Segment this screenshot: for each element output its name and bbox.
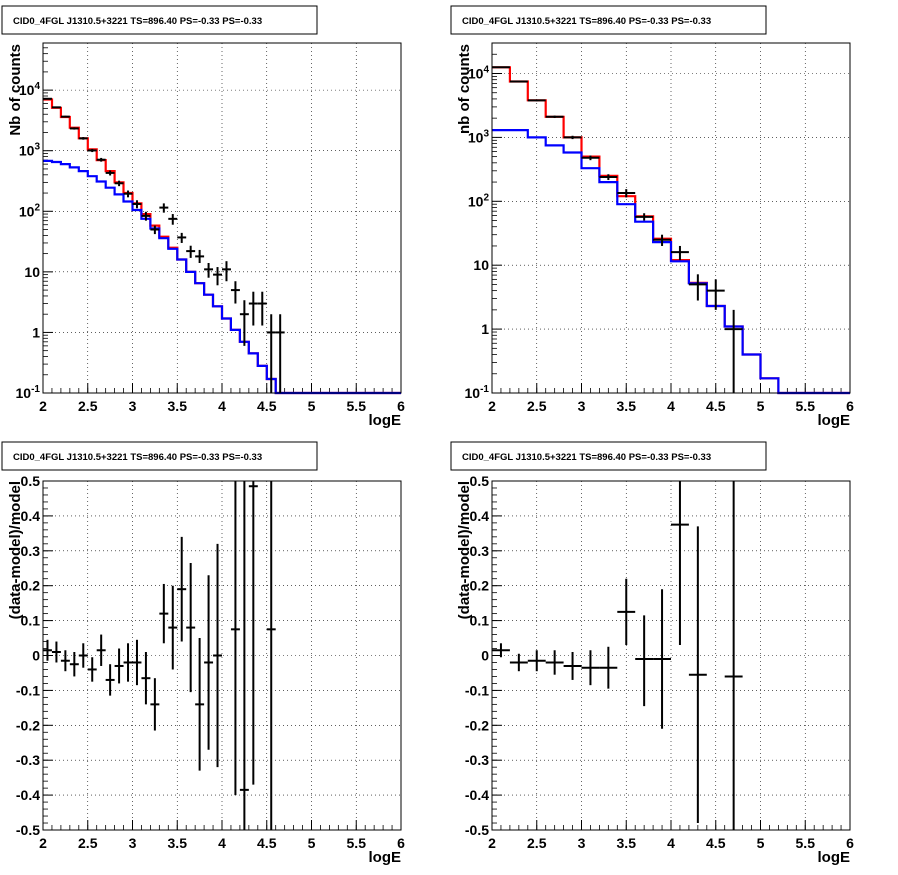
- x-tick-label: 5: [757, 398, 765, 414]
- x-tick-label: 6: [846, 835, 854, 851]
- y-tick-label: 1: [481, 321, 489, 337]
- x-tick-label: 2.5: [527, 835, 547, 851]
- y-tick-label: 0.5: [21, 473, 41, 489]
- y-tick-label: 0.3: [470, 543, 490, 559]
- y-tick-label: -0.4: [16, 787, 40, 803]
- y-tick-label: -0.2: [465, 717, 489, 733]
- panel-title-box: [450, 441, 767, 471]
- y-tick-label: 0: [32, 648, 40, 664]
- y-axis-label: nb of counts: [456, 44, 473, 134]
- x-tick-label: 6: [397, 398, 405, 414]
- x-tick-label: 3: [129, 398, 137, 414]
- panel-title-box: [1, 5, 318, 35]
- panel-title: CID0_4FGL J1310.5+3221 TS=896.40 PS=-0.3…: [13, 16, 262, 27]
- y-tick-label: 102: [468, 192, 490, 209]
- panel-title: CID0_4FGL J1310.5+3221 TS=896.40 PS=-0.3…: [462, 452, 711, 463]
- y-tick-label: 0.3: [21, 543, 41, 559]
- plot-frame-background: [492, 481, 850, 830]
- x-tick-label: 5: [308, 835, 316, 851]
- x-tick-label: 6: [846, 398, 854, 414]
- y-tick-label: 10-1: [16, 384, 41, 401]
- y-tick-label: 0.4: [21, 508, 41, 524]
- y-tick-label: 0.2: [470, 578, 490, 594]
- x-tick-label: 2.5: [78, 835, 98, 851]
- plot-frame-background: [43, 43, 401, 393]
- x-tick-label: 5.5: [796, 398, 816, 414]
- panel-top-left: CID0_4FGL J1310.5+3221 TS=896.40 PS=-0.3…: [1, 5, 405, 429]
- x-tick-label: 4.5: [257, 398, 277, 414]
- panel-bottom-left: CID0_4FGL J1310.5+3221 TS=896.40 PS=-0.3…: [1, 441, 405, 866]
- y-tick-label: 1: [32, 324, 40, 340]
- x-axis-label: logE: [369, 412, 402, 429]
- x-tick-label: 3.5: [168, 835, 188, 851]
- x-tick-label: 2: [39, 835, 47, 851]
- x-tick-label: 3: [129, 835, 137, 851]
- x-tick-label: 5: [757, 835, 765, 851]
- x-tick-label: 3.5: [617, 398, 637, 414]
- plot-frame: [491, 480, 851, 831]
- x-axis-label: logE: [369, 849, 402, 866]
- panel-title: CID0_4FGL J1310.5+3221 TS=896.40 PS=-0.3…: [13, 452, 262, 463]
- x-tick-label: 5.5: [347, 835, 367, 851]
- y-axis-label: (data-model)/model: [7, 481, 24, 619]
- x-tick-label: 4: [218, 398, 226, 414]
- y-tick-label: 103: [19, 142, 41, 159]
- x-tick-label: 4: [667, 835, 675, 851]
- y-tick-label: 0.4: [470, 508, 490, 524]
- panel-top-right: CID0_4FGL J1310.5+3221 TS=896.40 PS=-0.3…: [450, 5, 854, 429]
- x-tick-label: 5.5: [796, 835, 816, 851]
- x-tick-label: 3.5: [168, 398, 188, 414]
- y-tick-label: 0.1: [470, 613, 490, 629]
- x-tick-label: 3: [578, 398, 586, 414]
- x-tick-label: 4.5: [706, 835, 726, 851]
- y-tick-label: -0.1: [16, 682, 40, 698]
- x-tick-label: 5: [308, 398, 316, 414]
- y-tick-label: 0.1: [21, 613, 41, 629]
- y-tick-label: 0: [481, 648, 489, 664]
- y-tick-label: 10-1: [465, 384, 490, 401]
- y-tick-label: -0.2: [16, 717, 40, 733]
- x-tick-label: 6: [397, 835, 405, 851]
- panel-title-box: [1, 441, 318, 471]
- panel-title-box: [450, 5, 767, 35]
- x-tick-label: 2: [488, 398, 496, 414]
- plot-frame: [42, 42, 402, 394]
- y-tick-label: -0.4: [465, 787, 489, 803]
- y-tick-label: -0.5: [16, 822, 40, 838]
- y-tick-label: -0.3: [465, 752, 489, 768]
- x-axis-label: logE: [818, 412, 851, 429]
- plot-area: 2 2.5 3 3.5 4 4.5 5 5.5 6 -0.5 -0.4 -0.3 -0.2 -0.1 0 0.…: [16, 473, 405, 851]
- y-axis-label: (data-model)/model: [456, 481, 473, 619]
- x-tick-label: 2.5: [527, 398, 547, 414]
- x-tick-label: 2.5: [78, 398, 98, 414]
- plot-frame: [491, 42, 851, 394]
- y-tick-label: -0.1: [465, 682, 489, 698]
- x-tick-label: 4.5: [257, 835, 277, 851]
- y-tick-label: 0.5: [470, 473, 490, 489]
- x-tick-label: 3: [578, 835, 586, 851]
- y-tick-label: -0.3: [16, 752, 40, 768]
- y-tick-label: -0.5: [465, 822, 489, 838]
- y-axis-label: Nb of counts: [7, 44, 24, 136]
- panel-bottom-right: CID0_4FGL J1310.5+3221 TS=896.40 PS=-0.3…: [450, 441, 854, 866]
- x-tick-label: 5.5: [347, 398, 367, 414]
- x-tick-label: 3.5: [617, 835, 637, 851]
- x-tick-label: 4: [667, 398, 675, 414]
- y-tick-label: 10: [24, 264, 40, 280]
- plot-area: 2 2.5 3 3.5 4 4.5 5 5.5 6 -0.5 -0.4 -0.3 -0.2 -0.1 0 0.…: [465, 473, 854, 851]
- y-tick-label: 0.2: [21, 578, 41, 594]
- plot-frame-background: [492, 43, 850, 393]
- y-tick-label: 10: [473, 257, 489, 273]
- x-tick-label: 2: [39, 398, 47, 414]
- panel-title: CID0_4FGL J1310.5+3221 TS=896.40 PS=-0.3…: [462, 16, 711, 27]
- x-tick-label: 4.5: [706, 398, 726, 414]
- x-tick-label: 4: [218, 835, 226, 851]
- plot-frame: [42, 480, 402, 831]
- x-tick-label: 2: [488, 835, 496, 851]
- x-axis-label: logE: [818, 849, 851, 866]
- y-tick-label: 102: [19, 202, 41, 219]
